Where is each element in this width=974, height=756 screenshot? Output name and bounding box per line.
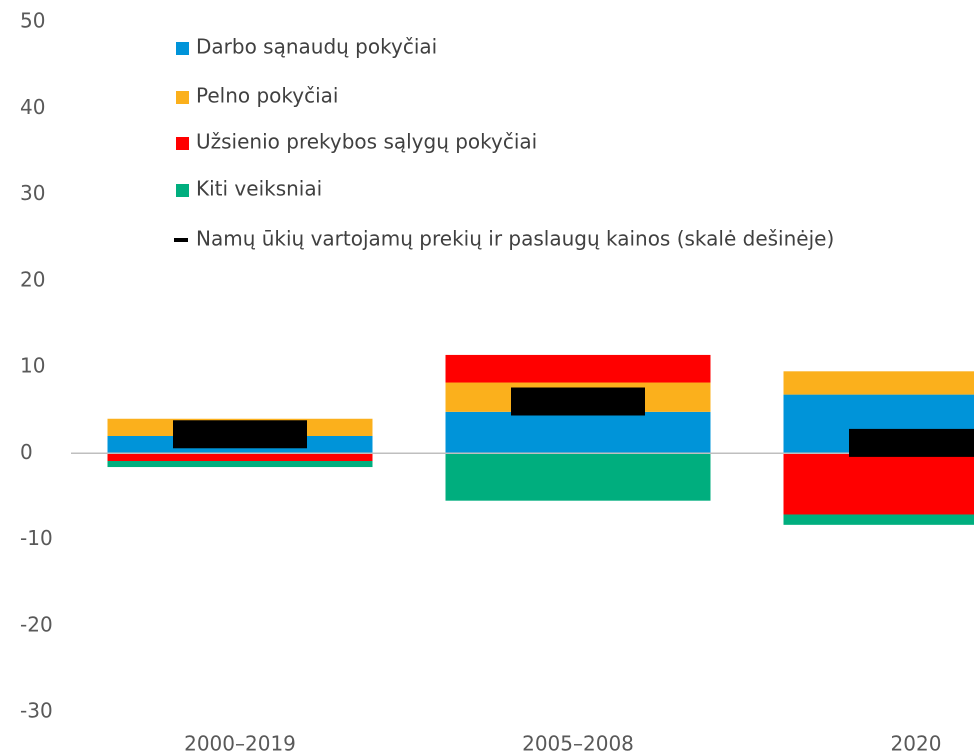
y-tick-label: 40 — [20, 95, 45, 119]
legend-swatch — [176, 42, 189, 55]
x-tick-label: 2005–2008 — [522, 732, 634, 756]
bar-segment — [783, 453, 974, 515]
bar-segment — [107, 453, 373, 462]
bar-segment — [783, 371, 974, 395]
legend-label: Namų ūkių vartojamų prekių ir paslaugų k… — [196, 227, 834, 251]
legend-label: Užsienio prekybos sąlygų pokyčiai — [196, 130, 537, 154]
marker — [849, 428, 974, 457]
bar-segment — [783, 514, 974, 525]
y-tick-label: -30 — [20, 699, 53, 723]
legend-swatch — [174, 238, 188, 242]
legend-label: Kiti veiksniai — [196, 177, 322, 201]
marker — [173, 420, 307, 449]
y-tick-label: 30 — [20, 181, 45, 205]
y-tick-label: 50 — [20, 9, 45, 33]
legend-label: Darbo sąnaudų pokyčiai — [196, 35, 437, 59]
legend-swatch — [176, 137, 189, 150]
legend-swatch — [176, 91, 189, 104]
x-tick-label: 2020 — [891, 732, 942, 756]
bar-segment — [107, 461, 373, 468]
bar-segment — [445, 411, 711, 454]
legend-swatch — [176, 184, 189, 197]
legend-label: Pelno pokyčiai — [196, 84, 338, 108]
bar-segment — [445, 453, 711, 501]
y-tick-label: 10 — [20, 354, 45, 378]
y-tick-label: -20 — [20, 612, 53, 636]
y-tick-label: 20 — [20, 267, 45, 291]
marker — [511, 387, 645, 416]
y-tick-label: -10 — [20, 526, 53, 550]
x-tick-label: 2000–2019 — [184, 732, 296, 756]
bar-segment — [445, 354, 711, 383]
y-tick-label: 0 — [20, 440, 33, 464]
